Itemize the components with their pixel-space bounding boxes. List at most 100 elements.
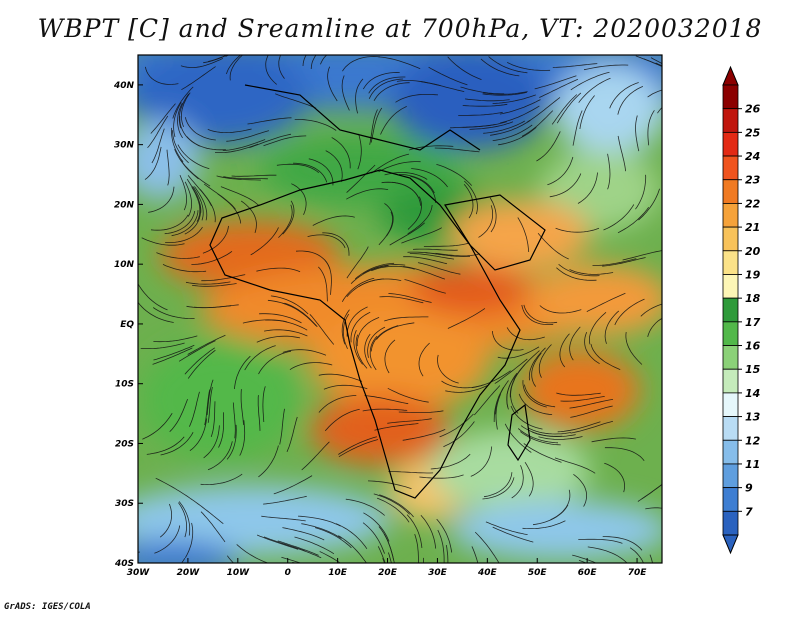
streamline	[181, 66, 216, 91]
streamline	[262, 386, 266, 423]
streamline	[412, 248, 458, 251]
streamline	[492, 331, 524, 351]
streamline	[318, 395, 357, 413]
streamline	[547, 156, 574, 186]
lon-tick-label: 60E	[578, 568, 598, 578]
streamline	[492, 526, 534, 543]
streamline	[152, 347, 193, 365]
streamline	[258, 350, 291, 375]
streamline	[558, 263, 600, 277]
streamline	[324, 259, 332, 295]
streamline	[556, 92, 582, 124]
streamline	[364, 395, 409, 405]
streamline	[408, 145, 454, 151]
streamline	[407, 205, 433, 235]
streamline	[250, 227, 279, 256]
streamline	[377, 546, 386, 563]
lat-tick-label: 40S	[114, 559, 134, 569]
streamline	[511, 465, 524, 499]
streamline	[499, 99, 541, 115]
streamline	[617, 206, 650, 234]
map-frame	[137, 54, 663, 564]
streamline	[402, 429, 446, 441]
streamline	[474, 531, 500, 563]
streamline	[341, 75, 350, 111]
streamline	[409, 253, 455, 260]
streamline	[572, 554, 597, 563]
streamline	[527, 427, 571, 435]
streamline	[225, 55, 230, 57]
streamline	[521, 304, 554, 325]
streamline	[259, 313, 302, 324]
streamline	[364, 333, 372, 369]
colorbar-swatch	[722, 297, 739, 323]
streamline	[493, 387, 504, 422]
streamline	[138, 302, 174, 323]
streamline	[551, 94, 578, 125]
streamline	[560, 396, 605, 402]
streamline	[249, 133, 292, 148]
streamline	[346, 246, 369, 279]
colorbar-swatch	[722, 108, 739, 133]
streamline	[226, 130, 270, 142]
streamline	[445, 384, 489, 393]
streamline	[324, 408, 360, 432]
lat-tick-label: 30S	[115, 499, 134, 509]
streamline	[387, 387, 429, 403]
streamline	[178, 501, 191, 536]
streamline	[492, 124, 533, 141]
streamline	[293, 162, 328, 183]
streamline	[179, 174, 187, 211]
streamline	[629, 547, 644, 563]
streamline	[471, 546, 479, 563]
streamline	[379, 296, 424, 304]
streamline	[622, 250, 662, 261]
streamline	[202, 225, 229, 254]
lat-tick-label: 10N	[114, 260, 135, 270]
streamline	[341, 277, 375, 302]
streamline	[485, 521, 528, 535]
colorbar-label: 9	[745, 482, 753, 495]
colorbar-label: 16	[745, 340, 761, 353]
streamline	[374, 423, 419, 431]
colorbar-swatch	[722, 321, 739, 346]
streamline	[192, 186, 204, 221]
streamline	[147, 115, 169, 149]
streamline	[153, 335, 198, 343]
streamline	[464, 180, 478, 215]
streamline	[506, 327, 545, 341]
streamline	[261, 515, 306, 522]
streamline	[578, 77, 611, 103]
streamline	[203, 55, 229, 64]
lon-tick-label: 10E	[328, 568, 348, 578]
streamline	[570, 71, 610, 91]
streamline	[318, 373, 363, 382]
streamline	[462, 103, 508, 107]
streamline	[592, 258, 637, 266]
streamline	[185, 281, 231, 285]
streamline	[187, 175, 212, 207]
streamline	[428, 66, 468, 86]
streamline	[204, 389, 211, 426]
streamline	[247, 117, 292, 125]
streamline	[521, 110, 554, 137]
streamline	[177, 144, 210, 170]
streamline	[584, 331, 600, 365]
streamline	[355, 78, 364, 114]
streamline	[573, 473, 587, 507]
streamline	[338, 535, 367, 563]
lat-axis: 40N 30N 20N 10N EQ 10S 20S 30S 40S	[113, 81, 143, 569]
streamline	[510, 405, 543, 430]
streamline	[322, 232, 350, 256]
streamline	[462, 121, 507, 128]
colorbar-swatch	[722, 392, 739, 417]
lat-tick-label: 40N	[113, 81, 135, 91]
streamline	[577, 172, 598, 204]
streamline	[388, 293, 432, 303]
streamline	[528, 347, 546, 381]
streamline	[379, 494, 414, 518]
streamline	[184, 181, 193, 217]
streamline	[224, 55, 227, 56]
streamline	[647, 89, 662, 98]
streamline	[504, 423, 532, 453]
